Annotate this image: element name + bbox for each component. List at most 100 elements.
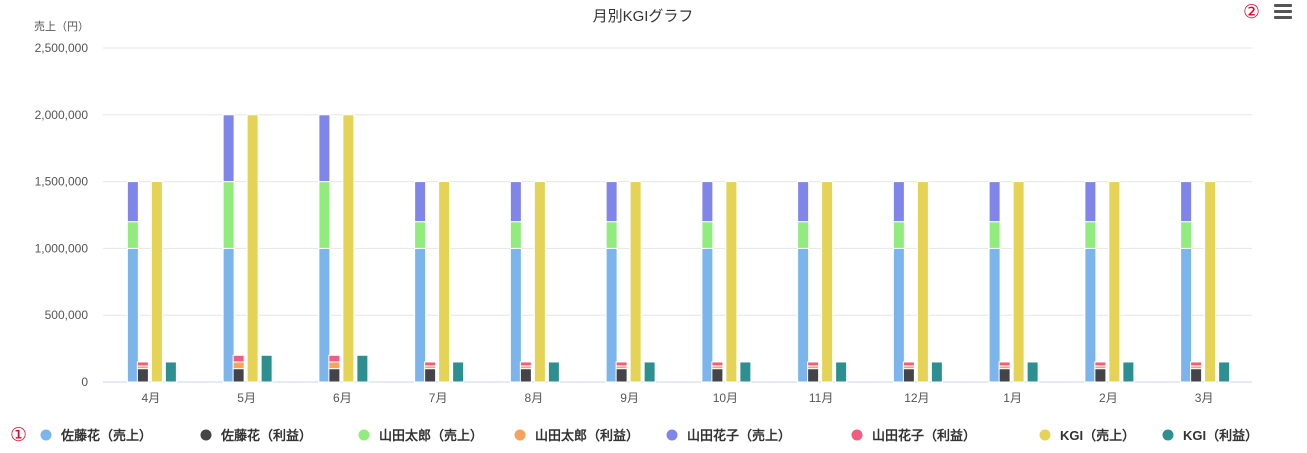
bar[interactable]: [126, 181, 139, 223]
bar[interactable]: [1180, 221, 1193, 249]
bar[interactable]: [1084, 181, 1097, 223]
bar[interactable]: [424, 361, 437, 367]
bar[interactable]: [1218, 361, 1231, 383]
legend-item[interactable]: KGI（売上）: [1039, 428, 1136, 443]
legend-item[interactable]: 山田太郎（売上）: [358, 428, 484, 443]
legend-item[interactable]: 山田花子（売上）: [666, 428, 792, 443]
bar[interactable]: [988, 221, 1001, 249]
bar[interactable]: [328, 361, 341, 370]
bar[interactable]: [1012, 181, 1025, 383]
bar[interactable]: [1122, 361, 1135, 383]
bar[interactable]: [835, 361, 848, 383]
bar[interactable]: [1084, 221, 1097, 249]
bar[interactable]: [414, 221, 427, 249]
bar[interactable]: [1084, 247, 1097, 383]
legend-item[interactable]: 山田花子（利益）: [851, 428, 977, 443]
bar[interactable]: [318, 247, 331, 383]
hamburger-menu-icon[interactable]: [1274, 4, 1292, 20]
legend-item[interactable]: KGI（利益）: [1162, 428, 1259, 443]
bar[interactable]: [509, 181, 522, 223]
bar[interactable]: [318, 114, 331, 183]
bar[interactable]: [246, 114, 259, 383]
bar[interactable]: [807, 368, 820, 383]
bar[interactable]: [701, 181, 714, 223]
bar[interactable]: [1190, 361, 1203, 367]
bar[interactable]: [1180, 247, 1193, 383]
bar[interactable]: [1108, 181, 1121, 383]
bar[interactable]: [519, 368, 532, 383]
bar[interactable]: [328, 368, 341, 383]
bar[interactable]: [1094, 368, 1107, 383]
legend-item[interactable]: 山田太郎（利益）: [514, 428, 640, 443]
bar[interactable]: [414, 247, 427, 383]
bar[interactable]: [1094, 361, 1107, 367]
bar[interactable]: [629, 181, 642, 383]
legend-item[interactable]: 佐藤花（売上）: [40, 428, 153, 443]
bar[interactable]: [509, 221, 522, 249]
bar[interactable]: [222, 181, 235, 249]
bar[interactable]: [988, 181, 1001, 223]
bar[interactable]: [1180, 181, 1193, 223]
bar[interactable]: [519, 361, 532, 367]
bar[interactable]: [711, 368, 724, 383]
bar[interactable]: [902, 361, 915, 367]
bar[interactable]: [232, 354, 245, 363]
bar[interactable]: [222, 247, 235, 383]
bar[interactable]: [232, 361, 245, 370]
bar[interactable]: [126, 247, 139, 383]
bar[interactable]: [739, 361, 752, 383]
bar[interactable]: [916, 181, 929, 383]
bar[interactable]: [988, 247, 1001, 383]
bar[interactable]: [260, 354, 273, 383]
bar[interactable]: [547, 361, 560, 383]
bar[interactable]: [1190, 368, 1203, 383]
bar[interactable]: [328, 354, 341, 363]
bar[interactable]: [643, 361, 656, 383]
bar[interactable]: [136, 368, 149, 383]
bar[interactable]: [821, 181, 834, 383]
bar[interactable]: [892, 221, 905, 249]
bar[interactable]: [615, 361, 628, 367]
legend-label: 山田花子（利益）: [872, 428, 976, 443]
bar[interactable]: [126, 221, 139, 249]
bar[interactable]: [1204, 181, 1217, 383]
legend-label: 佐藤花（利益）: [220, 428, 312, 443]
bar[interactable]: [222, 114, 235, 183]
bar[interactable]: [725, 181, 738, 383]
bar[interactable]: [892, 247, 905, 383]
bar[interactable]: [892, 181, 905, 223]
bar[interactable]: [342, 114, 355, 383]
bar[interactable]: [711, 361, 724, 367]
bar[interactable]: [509, 247, 522, 383]
bar[interactable]: [930, 361, 943, 383]
bar[interactable]: [998, 361, 1011, 367]
bar[interactable]: [136, 361, 149, 367]
bar[interactable]: [533, 181, 546, 383]
bar[interactable]: [797, 181, 810, 223]
legend-label: 山田太郎（利益）: [535, 428, 639, 443]
bar[interactable]: [452, 361, 465, 383]
bar[interactable]: [164, 361, 177, 383]
bar[interactable]: [605, 247, 618, 383]
bar[interactable]: [797, 221, 810, 249]
legend-item[interactable]: 佐藤花（利益）: [200, 428, 313, 443]
bar[interactable]: [701, 247, 714, 383]
legend-symbol: [1039, 429, 1051, 441]
bar[interactable]: [902, 368, 915, 383]
bar[interactable]: [1026, 361, 1039, 383]
bar[interactable]: [356, 354, 369, 383]
bar[interactable]: [414, 181, 427, 223]
bar[interactable]: [438, 181, 451, 383]
bar[interactable]: [232, 368, 245, 383]
bar[interactable]: [150, 181, 163, 383]
bar[interactable]: [318, 181, 331, 249]
bar[interactable]: [424, 368, 437, 383]
bar[interactable]: [605, 221, 618, 249]
bar[interactable]: [701, 221, 714, 249]
bar[interactable]: [797, 247, 810, 383]
bar[interactable]: [615, 368, 628, 383]
bar[interactable]: [605, 181, 618, 223]
bar[interactable]: [998, 368, 1011, 383]
x-tick-label: 10月: [713, 391, 738, 405]
bar[interactable]: [807, 361, 820, 367]
